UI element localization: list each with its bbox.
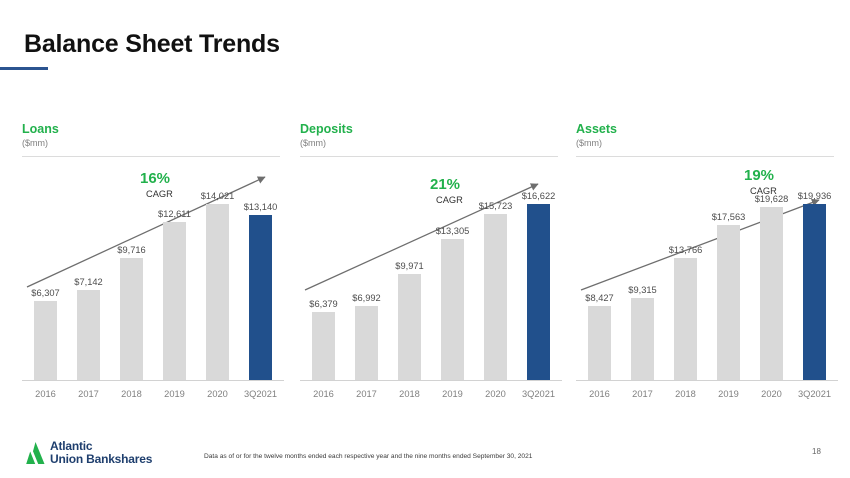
mountain-icon [26, 442, 45, 464]
bar-value-label: $12,611 [158, 209, 191, 219]
bar-2018 [674, 258, 697, 380]
logo-line-1: Atlantic [50, 439, 93, 453]
bar-value-label: $19,628 [754, 194, 789, 204]
bar-value-label: $13,766 [668, 245, 703, 255]
cagr-word-label: CAGR [436, 195, 463, 205]
chart-panel-assets: Assets ($mm) $8,427 2016 $9,315 2017 $13,766… [576, 122, 846, 412]
bar-2019 [717, 225, 740, 380]
chart-axis-line [22, 380, 284, 381]
bar-2020 [484, 214, 507, 380]
axis-category-label: 3Q2021 [243, 389, 278, 399]
chart-panel-deposits: Deposits ($mm) $6,379 2016 $6,992 2017 $9,97… [300, 122, 570, 412]
bar-2017 [355, 306, 378, 380]
bar-value-label: $13,305 [435, 226, 470, 236]
bar-value-label: $9,971 [395, 261, 424, 271]
cagr-percent-label: 21% [430, 176, 461, 193]
axis-category-label: 2016 [589, 389, 610, 399]
logo-line-2: Union Bankshares [50, 451, 153, 466]
panel-units-loans: ($mm) [22, 138, 48, 148]
cagr-percent-label: 19% [744, 167, 775, 184]
cagr-percent-label: 16% [140, 170, 171, 187]
bar-3q2021 [249, 215, 272, 380]
chart-axis-line [576, 380, 838, 381]
bar-2019 [441, 239, 464, 380]
growth-arrow-icon [304, 183, 539, 291]
axis-category-label: 2020 [207, 389, 228, 399]
axis-category-label: 2020 [761, 389, 782, 399]
bar-value-label: $15,723 [478, 201, 513, 211]
panel-units-assets: ($mm) [576, 138, 602, 148]
axis-category-label: 2017 [356, 389, 377, 399]
axis-category-label: 2016 [35, 389, 56, 399]
bar-value-label: $19,936 [797, 191, 832, 201]
bar-value-label: $6,992 [352, 293, 381, 303]
panel-divider [300, 156, 558, 157]
panel-title-assets: Assets [576, 122, 617, 136]
bar-2018 [120, 258, 143, 380]
cagr-word-label: CAGR [750, 186, 777, 196]
bar-value-label: $9,716 [117, 245, 146, 255]
bar-2016 [312, 312, 335, 380]
axis-category-label: 3Q2021 [797, 389, 832, 399]
axis-category-label: 2019 [718, 389, 739, 399]
axis-category-label: 2016 [313, 389, 334, 399]
page-title: Balance Sheet Trends [24, 30, 280, 58]
bar-2018 [398, 274, 421, 380]
panel-units-deposits: ($mm) [300, 138, 326, 148]
growth-arrow-icon [26, 176, 266, 288]
axis-category-label: 2018 [121, 389, 142, 399]
axis-category-label: 2017 [632, 389, 653, 399]
bar-value-label: $13,140 [243, 202, 278, 212]
bar-2020 [760, 207, 783, 380]
title-accent-bar [0, 67, 48, 70]
bar-chart-loans: $6,307 2016 $7,142 2017 $9,716 2018 $12,611 201… [22, 162, 284, 412]
bar-value-label: $6,379 [309, 299, 338, 309]
cagr-word-label: CAGR [146, 189, 173, 199]
bar-value-label: $17,563 [711, 212, 746, 222]
bar-value-label: $14,021 [200, 191, 235, 201]
axis-category-label: 2018 [399, 389, 420, 399]
footnote-text: Data as of or for the twelve months ende… [204, 453, 533, 460]
axis-category-label: 2019 [164, 389, 185, 399]
axis-category-label: 3Q2021 [521, 389, 556, 399]
axis-category-label: 2017 [78, 389, 99, 399]
bar-chart-deposits: $6,379 2016 $6,992 2017 $9,971 2018 $13,305 201… [300, 162, 562, 412]
bar-value-label: $8,427 [585, 293, 614, 303]
chart-axis-line [300, 380, 562, 381]
axis-category-label: 2019 [442, 389, 463, 399]
axis-category-label: 2020 [485, 389, 506, 399]
bar-2019 [163, 222, 186, 380]
panel-divider [22, 156, 280, 157]
bar-2020 [206, 204, 229, 380]
axis-category-label: 2018 [675, 389, 696, 399]
bar-2016 [588, 306, 611, 380]
chart-panel-loans: Loans ($mm) $6,307 2016 $7,142 2017 $9,716 20… [22, 122, 292, 412]
panel-title-loans: Loans [22, 122, 59, 136]
bar-2017 [77, 290, 100, 380]
bar-value-label: $7,142 [74, 277, 103, 287]
bar-value-label: $9,315 [628, 285, 657, 295]
bar-value-label: $6,307 [31, 288, 60, 298]
panel-title-deposits: Deposits [300, 122, 353, 136]
logo-wordmark: Atlantic Union Bankshares [50, 440, 152, 465]
bar-chart-assets: $8,427 2016 $9,315 2017 $13,766 2018 $17,563 20… [576, 162, 838, 412]
bar-2017 [631, 298, 654, 380]
bar-value-label: $16,622 [521, 191, 556, 201]
bar-3q2021 [803, 204, 826, 380]
bar-2016 [34, 301, 57, 380]
bar-3q2021 [527, 204, 550, 380]
panel-divider [576, 156, 834, 157]
page-number: 18 [812, 447, 821, 456]
company-logo: Atlantic Union Bankshares [25, 440, 185, 466]
